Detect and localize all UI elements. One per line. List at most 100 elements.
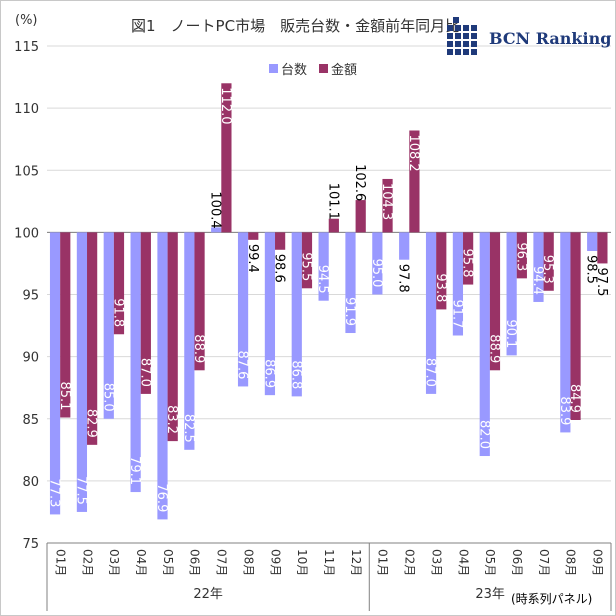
bar-units-9 bbox=[291, 232, 302, 397]
bar-amount-2 bbox=[113, 232, 125, 335]
bar-units-14 bbox=[425, 232, 437, 394]
bar-units-11 bbox=[345, 232, 356, 334]
bar-units-16 bbox=[479, 232, 490, 457]
data-label-units-4: 76.9 bbox=[154, 483, 169, 512]
bar-amount-11 bbox=[355, 200, 366, 233]
data-label-amount-1: 82.9 bbox=[84, 409, 99, 438]
y-tick-label-80: 80 bbox=[22, 475, 39, 490]
data-label-units-11: 91.9 bbox=[342, 297, 357, 326]
data-label-units-2: 85.0 bbox=[100, 383, 115, 412]
bar-amount-8 bbox=[275, 232, 286, 250]
category-label-0: 01月 bbox=[53, 549, 67, 576]
bar-amount-0 bbox=[60, 232, 71, 418]
bar-units-6 bbox=[211, 227, 222, 233]
data-label-units-17: 90.1 bbox=[503, 319, 518, 348]
bar-amount-19 bbox=[570, 232, 581, 420]
bar-amount-7 bbox=[248, 232, 259, 240]
category-label-10: 11月 bbox=[322, 549, 336, 576]
bar-units-5 bbox=[184, 232, 195, 450]
category-label-3: 04月 bbox=[134, 549, 148, 576]
group-label-0: 22年 bbox=[193, 587, 223, 602]
category-label-5: 06月 bbox=[188, 549, 202, 576]
bar-amount-10 bbox=[328, 218, 339, 233]
bar-units-13 bbox=[399, 232, 410, 260]
bar-units-1 bbox=[76, 232, 88, 512]
bar-amount-3 bbox=[140, 232, 151, 394]
bar-units-10 bbox=[318, 232, 329, 301]
data-label-units-14: 87.0 bbox=[423, 358, 438, 387]
category-label-15: 04月 bbox=[456, 549, 470, 576]
bar-amount-16 bbox=[489, 232, 501, 371]
data-label-amount-11: 102.6 bbox=[352, 164, 367, 201]
data-label-amount-2: 91.8 bbox=[110, 298, 125, 327]
data-label-amount-16: 88.9 bbox=[486, 334, 501, 363]
y-tick-label-105: 105 bbox=[14, 164, 39, 179]
data-label-amount-19: 84.9 bbox=[567, 384, 582, 413]
data-label-amount-12: 104.3 bbox=[379, 183, 394, 220]
bar-amount-6 bbox=[221, 83, 232, 233]
category-label-19: 08月 bbox=[564, 549, 578, 576]
chart-title: 図1 ノートPC市場 販売台数・金額前年同月比 bbox=[131, 17, 461, 35]
category-label-11: 12月 bbox=[349, 549, 363, 576]
data-label-amount-9: 95.5 bbox=[298, 252, 313, 281]
y-axis-unit: (%) bbox=[15, 13, 38, 28]
bar-amount-18 bbox=[543, 232, 554, 291]
category-label-8: 09月 bbox=[268, 549, 282, 576]
data-label-units-12: 95.0 bbox=[369, 259, 384, 288]
data-label-units-1: 77.5 bbox=[73, 476, 88, 505]
bar-units-17 bbox=[506, 232, 517, 356]
category-label-1: 02月 bbox=[80, 549, 94, 576]
data-label-units-0: 77.3 bbox=[47, 478, 62, 507]
bcn-logo-text: BCN Ranking bbox=[489, 29, 612, 48]
group-label-1: 23年 bbox=[475, 587, 505, 602]
data-label-amount-6: 112.0 bbox=[218, 87, 233, 124]
data-label-amount-13: 108.2 bbox=[406, 134, 421, 171]
data-label-amount-4: 83.2 bbox=[164, 405, 179, 434]
bar-units-7 bbox=[237, 232, 249, 387]
bar-units-19 bbox=[560, 232, 571, 433]
bar-amount-1 bbox=[87, 232, 98, 445]
data-label-amount-20: 97.5 bbox=[594, 267, 609, 296]
bcn-logo: BCN Ranking bbox=[445, 15, 612, 59]
data-label-units-7: 87.6 bbox=[235, 350, 250, 379]
data-label-units-13: 97.8 bbox=[396, 264, 411, 293]
y-tick-label-75: 75 bbox=[22, 537, 39, 552]
data-label-amount-10: 101.1 bbox=[325, 183, 340, 220]
category-label-16: 05月 bbox=[483, 549, 497, 576]
data-label-amount-7: 99.4 bbox=[245, 244, 260, 273]
data-label-amount-14: 93.8 bbox=[433, 273, 448, 302]
data-label-amount-17: 96.3 bbox=[513, 242, 528, 271]
data-label-amount-18: 95.3 bbox=[540, 255, 555, 284]
category-label-17: 06月 bbox=[510, 549, 524, 576]
category-label-18: 07月 bbox=[537, 549, 551, 576]
chart-legend: 台数 金額 bbox=[269, 59, 357, 78]
y-tick-label-100: 100 bbox=[14, 226, 39, 241]
category-label-14: 03月 bbox=[429, 549, 443, 576]
bar-units-18 bbox=[533, 232, 544, 302]
bar-units-20 bbox=[587, 232, 598, 252]
bar-amount-9 bbox=[301, 232, 313, 289]
category-label-13: 02月 bbox=[403, 549, 417, 576]
bar-units-12 bbox=[372, 232, 383, 295]
bar-amount-17 bbox=[516, 232, 527, 279]
data-label-amount-0: 85.1 bbox=[57, 382, 72, 411]
bar-amount-20 bbox=[597, 232, 608, 264]
chart-note: (時系列パネル) bbox=[511, 592, 592, 606]
data-label-units-9: 86.8 bbox=[288, 360, 303, 389]
bcn-logo-icon bbox=[447, 17, 477, 55]
legend-label-amount: 金額 bbox=[331, 63, 358, 78]
category-label-12: 01月 bbox=[376, 549, 390, 576]
category-label-4: 05月 bbox=[161, 549, 175, 576]
category-label-2: 03月 bbox=[107, 549, 121, 576]
bar-amount-4 bbox=[167, 232, 178, 442]
legend-swatch-amount bbox=[319, 64, 329, 73]
legend-label-units: 台数 bbox=[281, 63, 308, 78]
bar-amount-5 bbox=[194, 232, 205, 371]
data-label-amount-3: 87.0 bbox=[137, 358, 152, 387]
category-label-9: 10月 bbox=[295, 549, 309, 576]
y-tick-label-110: 110 bbox=[14, 102, 39, 117]
y-tick-label-85: 85 bbox=[22, 413, 39, 428]
category-label-20: 09月 bbox=[591, 549, 605, 576]
